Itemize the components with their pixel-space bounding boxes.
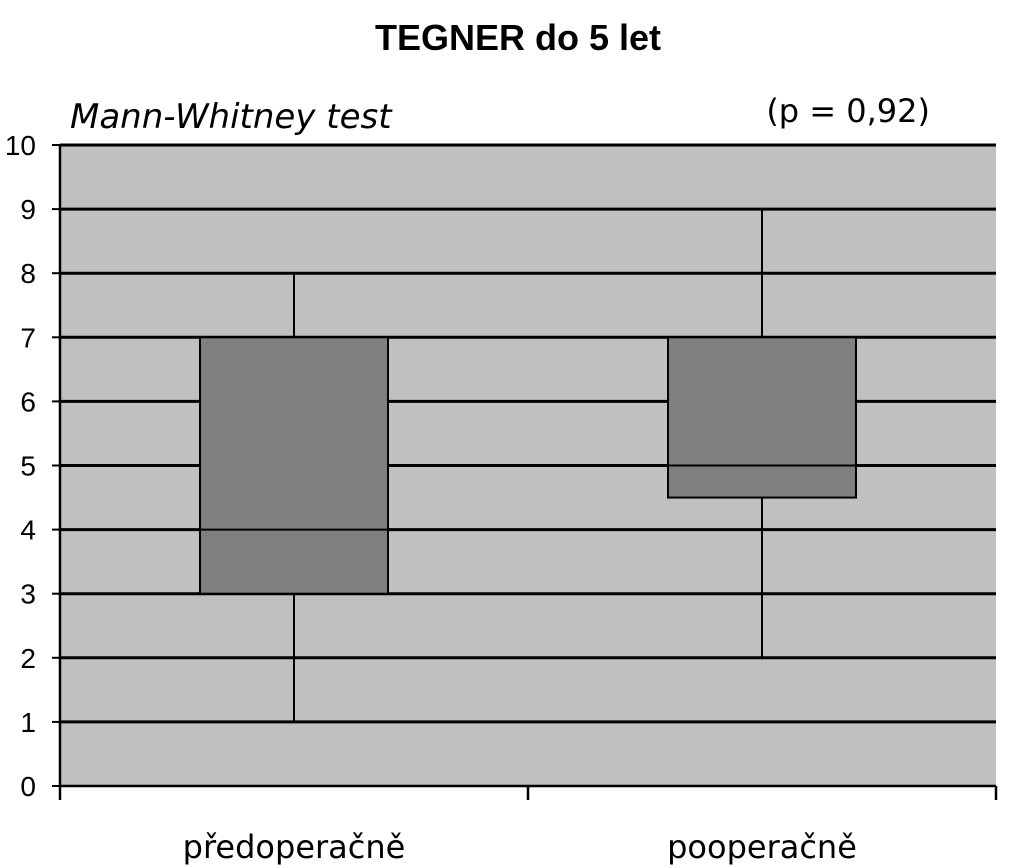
y-tick-label-3: 3 (20, 579, 36, 610)
p-value-annotation: (p = 0,92) (766, 92, 930, 130)
y-tick-label-4: 4 (20, 515, 36, 546)
y-tick-label-2: 2 (20, 643, 36, 674)
box-2 (667, 209, 857, 658)
y-tick-label-6: 6 (20, 386, 36, 417)
box-iqr (667, 336, 857, 499)
box-iqr (199, 336, 389, 595)
y-tick-label-5: 5 (20, 451, 36, 482)
x-category-label: předoperačně (183, 828, 406, 866)
y-tick-label-7: 7 (20, 322, 36, 353)
y-tick-label-9: 9 (20, 194, 36, 225)
y-tick-label-10: 10 (5, 130, 36, 161)
chart-title: TEGNER do 5 let (375, 17, 661, 58)
x-category-label: pooperačně (667, 828, 857, 866)
y-tick-label-8: 8 (20, 258, 36, 289)
y-tick-label-0: 0 (20, 771, 36, 802)
y-tick-label-1: 1 (20, 707, 36, 738)
chart-subtitle: Mann-Whitney test (70, 97, 393, 137)
box-1 (199, 273, 389, 722)
plot-area: 0 1 2 3 4 5 6 7 8 9 10 předoperačně pooperačně (5, 130, 998, 866)
